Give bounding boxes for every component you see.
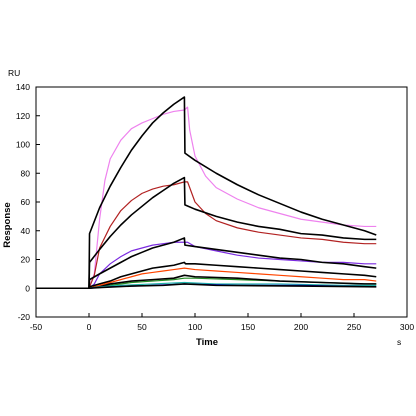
- y-tick-label: 120: [16, 111, 30, 121]
- y-tick-label: 60: [21, 197, 31, 207]
- x-tick-label: 200: [294, 322, 308, 332]
- y-tick-label: 80: [21, 168, 31, 178]
- x-unit-label: s: [397, 337, 401, 347]
- x-tick-label: 150: [241, 322, 255, 332]
- x-tick-label: 100: [188, 322, 202, 332]
- y-tick-label: 100: [16, 140, 30, 150]
- y-tick-label: 20: [21, 255, 31, 265]
- x-tick-label: 50: [137, 322, 147, 332]
- y-tick-label: -20: [18, 312, 31, 322]
- x-tick-label: 300: [400, 322, 414, 332]
- series-line-1: [36, 96, 377, 290]
- series-line-5: [36, 237, 377, 290]
- series-line-3: [36, 176, 377, 290]
- plot-frame: [35, 86, 408, 318]
- series-line-2: [36, 181, 377, 289]
- series-line-0: [36, 106, 377, 289]
- x-tick-label: -50: [30, 322, 43, 332]
- y-axis-title: Response: [2, 202, 13, 247]
- series-line-7: [36, 267, 377, 289]
- series-line-12: [36, 283, 377, 290]
- x-axis-title: Time: [196, 337, 218, 348]
- x-tick-label: 250: [347, 322, 361, 332]
- x-tick-label: 0: [87, 322, 92, 332]
- series-line-6: [36, 261, 377, 290]
- y-tick-label: 0: [25, 283, 30, 293]
- y-tick-label: 140: [16, 82, 30, 92]
- series-layer: [36, 96, 377, 290]
- y-unit-label: RU: [8, 68, 20, 78]
- y-tick-label: 40: [21, 226, 31, 236]
